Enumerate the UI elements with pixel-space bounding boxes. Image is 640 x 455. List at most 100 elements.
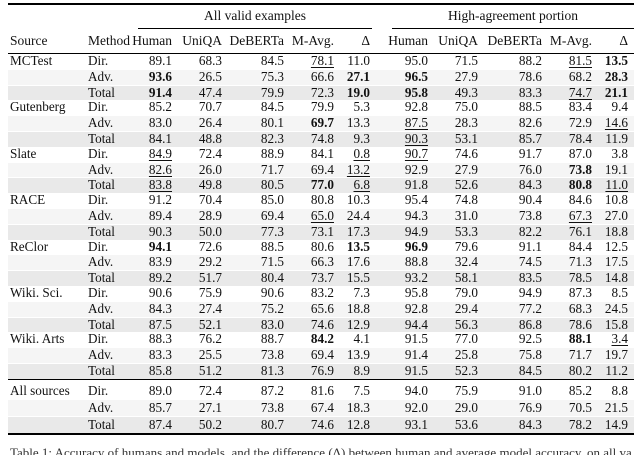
value-cell: 87.0 [568,146,592,161]
source-cell [8,362,86,380]
col-header-deberta-2: DeBERTa [484,29,548,54]
value-cell: 18.3 [340,398,376,417]
table-row: Total 91.4 47.4 79.9 72.3 19.0 95.8 49.3 83.3 74.… [8,84,634,101]
value-cell: 7.5 [340,378,376,400]
value-cell: 91.8 [376,177,434,194]
value-cell: 92.8 [404,100,428,115]
source-cell [8,84,86,101]
value-cell: 51.2 [178,362,228,380]
source-cell [8,316,86,333]
value-cell: 83.3 [484,84,548,101]
value-cell: 81.6 [290,378,340,400]
value-cell: 74.8 [290,130,340,147]
value-cell: 81.3 [228,362,290,380]
source-cell [8,68,86,86]
value-cell: 88.7 [260,332,284,347]
value-cell: 72.3 [290,84,340,101]
value-cell: 73.8 [228,347,290,364]
value-cell: 92.5 [518,332,542,347]
method-cell: Dir. [86,378,130,400]
value-cell: 9.4 [611,100,628,115]
value-cell: 19.7 [598,347,634,364]
value-cell: 80.8 [310,193,334,208]
table-body: MCTest Dir. 89.1 68.3 84.5 78.1 11.0 95.0 71.5 88… [8,54,634,435]
value-cell: 74.6 [454,146,478,161]
value-cell: 82.6 [484,115,548,132]
value-cell: 19.0 [340,84,376,101]
value-cell: 76.1 [548,223,598,240]
value-cell: 77.0 [454,332,478,347]
value-cell: 65.0 [290,207,340,225]
value-cell: 75.9 [198,285,222,300]
value-cell: 75.0 [454,100,478,115]
value-cell: 8.8 [598,378,634,400]
value-cell: 72.9 [548,115,598,132]
col-header-mavg-2: M-Avg. [548,29,598,54]
value-cell: 18.8 [340,300,376,318]
method-cell: Total [86,130,130,147]
value-cell: 74.6 [290,416,340,435]
value-cell: 92.0 [376,398,434,417]
value-cell: 74.8 [454,193,478,208]
group-header-high-agreement: High-agreement portion [376,4,634,29]
value-cell: 68.3 [548,300,598,318]
value-cell: 5.3 [353,100,370,115]
source-cell: MCTest [10,53,53,68]
table-row: Adv. 83.9 29.2 71.5 66.3 17.6 88.8 32.4 74.5 71.3… [8,254,634,271]
value-cell: 85.2 [148,100,172,115]
source-cell: All sources [8,378,86,400]
value-cell: 94.0 [376,378,434,400]
value-cell: 17.3 [340,223,376,240]
table-row: Total 84.1 48.8 82.3 74.8 9.3 90.3 53.1 85.7 78.4… [8,130,634,147]
value-cell: 26.0 [178,161,228,178]
method-cell: Total [86,416,130,435]
value-cell: 90.7 [404,146,428,161]
source-cell: Wiki. Sci. [10,285,63,300]
value-cell: 84.1 [130,130,178,147]
value-cell: 15.5 [340,270,376,286]
source-cell: Slate [10,146,37,161]
value-cell: 72.4 [198,146,222,161]
value-cell: 27.9 [434,68,484,86]
value-cell: 14.9 [598,416,634,435]
method-cell: Adv. [86,207,130,225]
value-cell: 74.7 [548,84,598,101]
value-cell: 74.5 [484,254,548,271]
table-row: Adv. 84.3 27.4 75.2 65.6 18.8 92.8 29.4 77.2 68.3… [8,300,634,318]
value-cell: 49.3 [434,84,484,101]
source-cell [8,177,86,194]
source-cell [8,254,86,271]
value-cell: 80.5 [228,177,290,194]
source-cell: Gutenberg [10,100,66,115]
value-cell: 50.2 [178,416,228,435]
value-cell: 69.4 [228,207,290,225]
value-cell: 25.8 [434,347,484,364]
value-cell: 11.2 [598,362,634,380]
value-cell: 66.3 [290,254,340,271]
value-cell: 85.7 [484,130,548,147]
group-header-high-agreement-label: High-agreement portion [392,5,634,29]
method-cell: Dir. [88,332,109,347]
col-header-source: Source [8,29,86,54]
value-cell: 84.3 [130,300,178,318]
value-cell: 91.7 [518,146,542,161]
group-header-spacer [8,4,130,29]
source-cell [8,115,86,132]
value-cell: 85.8 [130,362,178,380]
table-row: Gutenberg Dir. 85.2 70.7 84.5 79.9 5.3 92.8 75.0… [8,100,634,115]
value-cell: 49.8 [178,177,228,194]
value-cell: 26.5 [178,68,228,86]
value-cell: 29.0 [434,398,484,417]
source-cell [8,300,86,318]
value-cell: 80.2 [548,362,598,380]
table-row: Total 87.4 50.2 80.7 74.6 12.8 93.1 53.6 84.3 78.… [8,416,634,435]
value-cell: 27.1 [340,68,376,86]
value-cell: 91.2 [148,193,172,208]
value-cell: 12.9 [340,316,376,333]
value-cell: 74.6 [290,316,340,333]
value-cell: 93.1 [376,416,434,435]
value-cell: 18.8 [598,223,634,240]
method-cell: Dir. [88,193,109,208]
method-cell: Dir. [88,53,109,68]
value-cell: 53.1 [434,130,484,147]
